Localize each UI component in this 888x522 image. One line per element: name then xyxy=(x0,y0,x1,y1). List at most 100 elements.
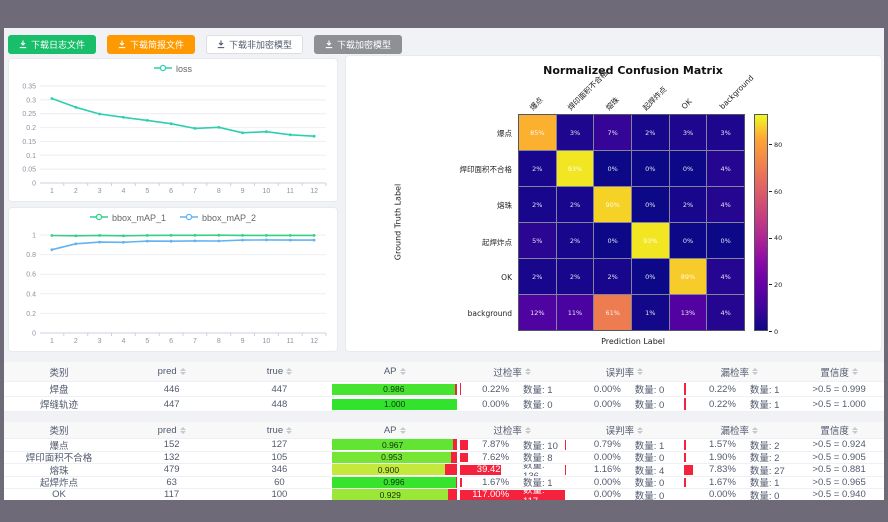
column-header-过检率[interactable]: 过检率 xyxy=(460,422,565,438)
pred-cell: 446 xyxy=(163,383,180,395)
matrix-cell: 0% xyxy=(632,187,669,222)
matrix-cell: 93% xyxy=(632,223,669,258)
column-header-误判率[interactable]: 误判率 xyxy=(565,422,685,438)
column-header-置信度[interactable]: 置信度 xyxy=(794,422,884,438)
confidence-cell: >0.5 = 0.940 xyxy=(812,489,866,500)
category-cell: 焊印面积不合格 xyxy=(25,453,93,463)
rate-cell: 0.00% 数量: 0 xyxy=(460,397,565,412)
confusion-matrix-xlabel: Prediction Label xyxy=(601,337,665,346)
column-header-漏检率[interactable]: 漏检率 xyxy=(684,422,794,438)
ap-bar-track: 0.996 xyxy=(332,476,458,488)
ap-cell: 0.986 xyxy=(330,382,460,396)
svg-text:8: 8 xyxy=(217,188,221,195)
sort-icon[interactable] xyxy=(637,426,644,434)
download-plain-model-button[interactable]: 下载非加密模型 xyxy=(206,34,304,54)
ap-remainder-bar xyxy=(453,439,458,451)
table-row: 熔珠 479 346 0.900 39.42% 数量: 136 1.16% 数量: 4 7.83… xyxy=(4,464,884,477)
rate-count: 数量: 1 xyxy=(749,385,780,396)
pred-cell: 447 xyxy=(163,398,180,410)
rate-count: 数量: 2 xyxy=(749,440,780,451)
rate-percent: 7.62% xyxy=(482,451,510,463)
column-header-pred[interactable]: pred xyxy=(114,422,229,438)
sort-icon[interactable] xyxy=(524,368,531,375)
download-encrypted-model-button[interactable]: 下载加密模型 xyxy=(314,34,403,54)
button-label: 下载加密模型 xyxy=(337,39,392,50)
rate-count: 数量: 1 xyxy=(523,385,553,396)
sort-icon[interactable] xyxy=(179,368,186,375)
column-header-pred[interactable]: pred xyxy=(114,362,229,381)
matrix-row-label: 熔珠 xyxy=(497,201,512,211)
sort-icon[interactable] xyxy=(399,368,406,375)
rate-cell: 7.87% 数量: 10 xyxy=(459,439,565,451)
sort-icon[interactable] xyxy=(751,426,758,434)
matrix-cell: 2% xyxy=(519,187,556,222)
download-log-button[interactable]: 下载日志文件 xyxy=(8,34,97,54)
download-report-button[interactable]: 下载简报文件 xyxy=(107,34,196,54)
svg-text:0.15: 0.15 xyxy=(22,139,36,146)
sort-icon[interactable] xyxy=(286,368,293,375)
ap-cell: 0.953 xyxy=(330,451,460,464)
rate-percent: 0.00% xyxy=(482,398,510,410)
sort-asc-icon xyxy=(524,368,531,371)
sort-icon[interactable] xyxy=(179,426,186,434)
legend-item-bbox_mAP_2[interactable]: bbox_mAP_2 xyxy=(180,213,256,223)
rate-cell: 0.00% 数量: 0 xyxy=(684,489,794,500)
matrix-cell: 2% xyxy=(669,187,707,222)
column-header-label: pred xyxy=(157,424,177,436)
colorbar-tick-label: 20 xyxy=(774,280,783,289)
column-header-过检率[interactable]: 过检率 xyxy=(460,362,565,381)
category-cell: 起焊炸点 xyxy=(39,478,78,488)
svg-text:10: 10 xyxy=(263,188,271,195)
sort-icon[interactable] xyxy=(637,368,644,375)
loss-chart-card: loss 0 0.05 0.1 0.15 0.2 0.25 0.3 0.35 1 2 3 4 5 6 7 8 9… xyxy=(8,58,338,202)
sort-icon[interactable] xyxy=(851,426,858,434)
column-header-true[interactable]: true xyxy=(229,422,329,438)
rate-bar xyxy=(684,398,686,410)
button-label: 下载非加密模型 xyxy=(229,39,293,50)
rate-percent: 0.00% xyxy=(593,398,621,410)
column-header-置信度[interactable]: 置信度 xyxy=(794,362,884,381)
column-header-AP[interactable]: AP xyxy=(330,422,460,438)
column-header-漏检率[interactable]: 漏检率 xyxy=(684,362,794,381)
confidence-cell: >0.5 = 0.924 xyxy=(812,439,866,451)
sort-icon[interactable] xyxy=(851,368,858,375)
sort-icon[interactable] xyxy=(286,426,293,434)
rate-cell: 1.67% 数量: 1 xyxy=(684,476,794,488)
svg-text:0.8: 0.8 xyxy=(26,252,36,259)
confusion-matrix-title: Normalized Confusion Matrix xyxy=(543,64,723,77)
map-chart-card: bbox_mAP_1 bbox_mAP_2 0 0.2 0.4 0.6 0.8 1 1 2 3 4 5… xyxy=(8,207,338,352)
rate-percent: 1.67% xyxy=(708,476,736,488)
rate-cell: 0.00% 数量: 0 xyxy=(565,489,685,500)
column-header-AP[interactable]: AP xyxy=(330,362,460,381)
column-header-误判率[interactable]: 误判率 xyxy=(565,362,685,381)
sort-icon[interactable] xyxy=(524,426,531,434)
table-row: 焊印面积不合格 132 105 0.953 7.62% 数量: 8 0.00% 数量: 0 1.… xyxy=(4,451,884,464)
category-cell: 焊盘 xyxy=(49,385,69,396)
legend-item-loss[interactable]: loss xyxy=(153,64,192,74)
rate-count: 数量: 1 xyxy=(749,400,780,411)
rate-cell: 7.62% 数量: 8 xyxy=(459,451,565,463)
rate-cell: 117.00% 数量: 117 xyxy=(459,489,565,500)
rate-count: 数量: 10 xyxy=(523,440,558,451)
column-header-true[interactable]: true xyxy=(229,362,329,381)
confusion-matrix-grid: 85% 3% 7% 2% 3% 3% 2% 93% 0% 0% 0% 4% 2% 2% 90% 0% 2% 4% 5… xyxy=(518,114,745,331)
legend-item-bbox_mAP_1[interactable]: bbox_mAP_1 xyxy=(89,213,166,223)
ap-bar-track: 0.986 xyxy=(332,383,458,395)
sort-icon[interactable] xyxy=(399,426,406,434)
table-header-row: 类别 pred true AP 过检率 误判率 漏检率 置信度 xyxy=(4,422,884,439)
ap-bar: 0.967 xyxy=(332,439,454,451)
svg-text:1: 1 xyxy=(50,338,54,345)
metrics-tables: 类别 pred true AP 过检率 误判率 漏检率 置信度 焊盘 446 447 0.986 0.2… xyxy=(4,362,884,500)
legend-label: bbox_mAP_2 xyxy=(202,213,257,223)
metrics-table: 类别 pred true AP 过检率 误判率 漏检率 置信度 焊盘 446 447 0.986 0.2… xyxy=(4,362,884,412)
matrix-cell: 4% xyxy=(707,259,744,294)
matrix-cell: 0% xyxy=(669,223,707,258)
matrix-col-label: background xyxy=(717,73,756,111)
rate-bar xyxy=(564,440,567,450)
svg-text:7: 7 xyxy=(193,338,197,345)
pred-cell: 132 xyxy=(163,451,180,463)
true-cell: 448 xyxy=(271,398,288,410)
svg-text:12: 12 xyxy=(310,188,318,195)
sort-icon[interactable] xyxy=(751,368,758,375)
rate-bar xyxy=(459,490,565,500)
